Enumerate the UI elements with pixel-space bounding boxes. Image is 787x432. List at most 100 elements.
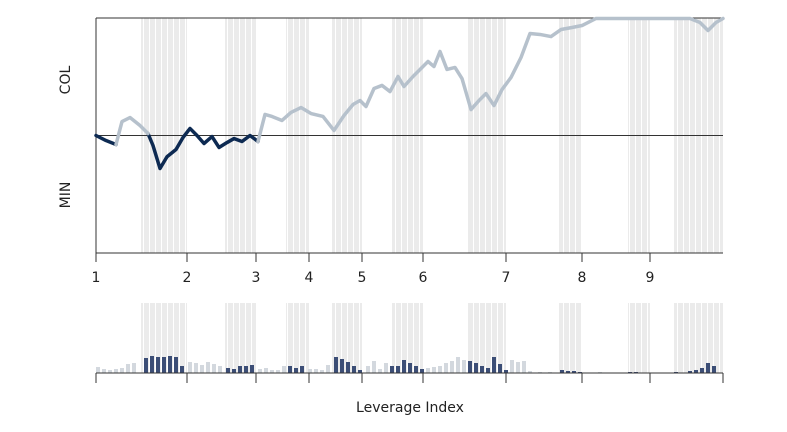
bar [218, 366, 222, 373]
bar [510, 360, 514, 373]
bar [700, 368, 704, 373]
bar [308, 369, 312, 373]
bar [96, 367, 100, 373]
bar [276, 370, 280, 373]
bar [282, 366, 286, 373]
bar [340, 359, 344, 373]
bar [528, 371, 532, 373]
band [225, 303, 256, 373]
bar [414, 366, 418, 373]
line-series [114, 16, 725, 147]
bar [126, 364, 130, 373]
marks-layer: 1 2 3 4 5 6 7 8 9 [92, 16, 725, 383]
band [468, 303, 506, 373]
bands-layer [141, 18, 723, 373]
x-tick-label: 6 [419, 270, 428, 286]
bar [462, 360, 466, 373]
bar [300, 366, 304, 373]
bar [560, 370, 564, 373]
bar [384, 363, 388, 373]
bar [366, 366, 370, 373]
bar [438, 366, 442, 373]
x-tick-label: 9 [646, 270, 655, 286]
bar [314, 369, 318, 373]
bar [712, 366, 716, 373]
bar [378, 369, 382, 373]
bar [492, 357, 496, 373]
bar [706, 363, 710, 373]
bar [102, 369, 106, 373]
bar [480, 366, 484, 373]
x-tick-label: 3 [252, 270, 261, 286]
x-tick-label: 1 [92, 270, 101, 286]
bar [402, 360, 406, 373]
band [286, 303, 309, 373]
bar [238, 366, 242, 373]
bar [144, 358, 148, 373]
bar [346, 362, 350, 373]
bar [486, 368, 490, 373]
x-tick-label: 2 [183, 270, 192, 286]
bar [288, 366, 292, 373]
bar [244, 366, 248, 373]
x-tick-label: 5 [358, 270, 367, 286]
bar [320, 370, 324, 373]
band [628, 303, 650, 373]
band [674, 303, 723, 373]
bar [408, 363, 412, 373]
x-tick-label: 4 [305, 270, 314, 286]
bar [334, 357, 338, 373]
x-tick-label: 8 [578, 270, 587, 286]
y-label-bottom: MIN [58, 182, 74, 209]
bar [226, 368, 230, 373]
bar [326, 365, 330, 373]
bar [294, 368, 298, 373]
bar [420, 369, 424, 373]
bar [180, 366, 184, 373]
bar [156, 357, 160, 373]
bar [426, 368, 430, 373]
bar [694, 370, 698, 373]
bar [372, 361, 376, 373]
bar [108, 370, 112, 373]
bar [566, 371, 570, 373]
bar [358, 370, 362, 373]
bar [114, 369, 118, 373]
bar [270, 370, 274, 373]
bar [522, 361, 526, 373]
band [392, 303, 423, 373]
bar [150, 356, 154, 373]
bar [474, 363, 478, 373]
band [559, 303, 582, 373]
line-series [94, 126, 260, 171]
bar [688, 371, 692, 373]
bar [264, 368, 268, 373]
bar [120, 368, 124, 373]
bar [188, 362, 192, 373]
x-axis-label: Leverage Index [356, 400, 464, 416]
bar [168, 356, 172, 373]
bar [468, 361, 472, 373]
bar [232, 369, 236, 373]
bar [432, 367, 436, 373]
bar [212, 364, 216, 373]
bar [572, 371, 576, 373]
bar [250, 365, 254, 373]
bar [444, 363, 448, 373]
bar [498, 364, 502, 373]
bar [352, 366, 356, 373]
bar [390, 366, 394, 373]
bar [200, 365, 204, 373]
x-tick-label: 7 [502, 270, 511, 286]
bar [450, 361, 454, 373]
bar [504, 370, 508, 373]
bar [258, 369, 262, 373]
bar [194, 363, 198, 373]
bar [132, 363, 136, 373]
bar [174, 357, 178, 373]
bar [206, 362, 210, 373]
y-label-top: COL [58, 66, 74, 95]
bar [516, 362, 520, 373]
bar [396, 366, 400, 373]
